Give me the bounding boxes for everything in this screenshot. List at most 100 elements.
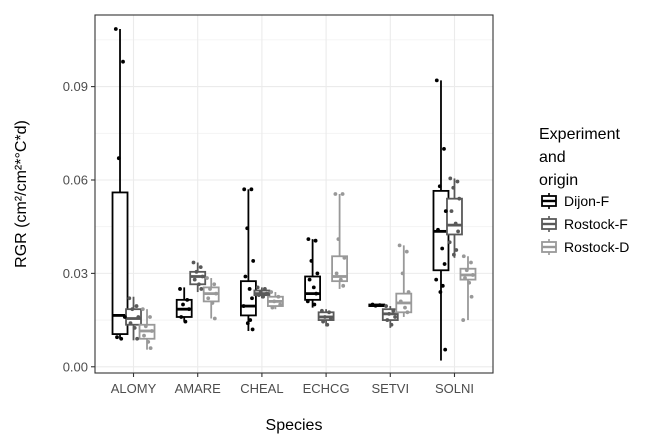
data-point-amare-rostock-f [194, 269, 199, 274]
data-point-echcg-rostock-d [338, 277, 343, 282]
data-point-echcg-dijon-f [312, 302, 317, 307]
data-point-alomy-rostock-f [127, 296, 132, 301]
data-point-echcg-rostock-f [321, 319, 325, 324]
data-point-alomy-rostock-d [142, 333, 146, 338]
minor-grid [95, 39, 493, 321]
x-axis: ALOMY AMARE CHEAL ECHCG SETVI SOLNI [111, 373, 474, 396]
data-point-echcg-rostock-f [328, 316, 333, 321]
data-point-solni-rostock-f [451, 185, 456, 190]
data-point-setvi-rostock-f [393, 315, 397, 319]
data-point-setvi-rostock-f [389, 322, 394, 327]
legend: Experiment and origin Dijon-F Rostock-F Ro… [539, 126, 629, 255]
y-axis-title: RGR (cm²/cm²*°C*d) [13, 120, 30, 268]
data-point-amare-rostock-d [210, 301, 215, 305]
data-point-amare-rostock-f [199, 287, 204, 291]
data-point-amare-rostock-d [205, 276, 209, 280]
data-point-cheal-rostock-d [276, 294, 281, 299]
data-point-echcg-rostock-f [327, 310, 331, 315]
data-point-solni-dijon-f [442, 262, 447, 266]
data-point-setvi-rostock-f [384, 304, 388, 308]
data-point-echcg-dijon-f [306, 237, 311, 242]
points-layer [113, 27, 475, 352]
data-point-cheal-dijon-f [245, 226, 250, 231]
data-point-echcg-dijon-f [315, 271, 320, 276]
data-point-echcg-rostock-f [325, 322, 330, 327]
data-point-alomy-dijon-f [116, 156, 121, 161]
data-point-echcg-rostock-f [319, 308, 324, 313]
data-point-cheal-rostock-d [272, 299, 277, 304]
data-point-solni-dijon-f [442, 146, 446, 151]
data-point-setvi-dijon-f [370, 302, 375, 307]
data-point-echcg-rostock-d [336, 237, 341, 242]
data-point-echcg-dijon-f [307, 277, 312, 282]
data-point-setvi-rostock-d [398, 299, 403, 304]
data-point-solni-rostock-f [453, 221, 458, 226]
data-point-cheal-rostock-d [270, 305, 275, 310]
data-point-setvi-rostock-d [406, 290, 411, 294]
data-point-cheal-rostock-f [257, 293, 261, 298]
data-point-solni-rostock-f [451, 252, 456, 257]
data-point-cheal-rostock-f [263, 287, 267, 291]
data-point-echcg-rostock-d [334, 271, 339, 276]
data-point-alomy-dijon-f [113, 27, 118, 31]
data-point-solni-rostock-f [456, 229, 460, 234]
y-axis: 0.00 0.03 0.06 0.09 [63, 79, 95, 374]
data-point-amare-dijon-f [185, 297, 190, 302]
data-point-amare-rostock-d [208, 287, 212, 291]
x-tick-label: CHEAL [240, 381, 283, 396]
data-point-amare-dijon-f [181, 302, 185, 307]
data-point-alomy-rostock-f [132, 325, 137, 330]
data-point-setvi-rostock-d [404, 249, 409, 254]
data-point-amare-dijon-f [178, 287, 182, 291]
box-solni-rostock-f [446, 197, 463, 236]
data-point-echcg-dijon-f [313, 238, 318, 243]
data-point-cheal-rostock-f [261, 294, 266, 299]
x-tick-label: SOLNI [435, 381, 474, 396]
data-point-setvi-rostock-f [385, 318, 390, 322]
data-point-solni-dijon-f [440, 246, 445, 251]
plot-panel-background [95, 15, 493, 373]
data-point-solni-dijon-f [434, 277, 439, 282]
data-point-cheal-rostock-d [269, 290, 274, 294]
plot-panel-border [94, 14, 494, 374]
data-point-echcg-rostock-f [322, 315, 327, 319]
data-point-cheal-dijon-f [250, 327, 255, 332]
data-point-cheal-rostock-f [258, 290, 263, 294]
data-point-solni-dijon-f [434, 78, 439, 83]
data-point-cheal-dijon-f [251, 259, 256, 263]
data-point-solni-rostock-d [470, 273, 475, 277]
data-point-solni-dijon-f [436, 227, 440, 232]
y-tick-label: 0.00 [63, 359, 88, 374]
y-tick-label: 0.06 [63, 172, 88, 187]
data-point-setvi-rostock-d [400, 271, 405, 276]
x-tick-label: AMARE [175, 381, 222, 396]
data-point-echcg-dijon-f [311, 285, 316, 290]
data-point-cheal-dijon-f [248, 318, 253, 322]
data-point-amare-rostock-d [206, 296, 211, 301]
data-point-setvi-dijon-f [377, 303, 382, 308]
x-axis-title: Species [266, 417, 323, 434]
x-tick-label: ECHCG [303, 381, 350, 396]
data-point-alomy-rostock-f [130, 307, 135, 312]
data-point-alomy-rostock-f [128, 321, 133, 326]
data-point-alomy-rostock-d [149, 329, 154, 333]
data-point-alomy-rostock-d [146, 339, 151, 344]
data-point-solni-rostock-f [449, 209, 454, 214]
data-point-alomy-rostock-d [148, 346, 153, 350]
data-point-alomy-dijon-f [119, 336, 124, 341]
legend-keys: Dijon-F Rostock-F Rostock-D [541, 193, 629, 255]
data-point-cheal-dijon-f [249, 187, 254, 192]
data-point-cheal-dijon-f [245, 321, 250, 326]
x-tick-label: SETVI [372, 381, 410, 396]
data-point-solni-rostock-f [455, 179, 460, 184]
data-point-solni-rostock-f [447, 240, 452, 245]
data-point-alomy-rostock-d [148, 315, 152, 319]
data-point-setvi-rostock-d [397, 243, 402, 248]
data-point-solni-rostock-f [457, 196, 462, 201]
legend-label-rostock-f: Rostock-F [564, 216, 628, 232]
data-point-cheal-dijon-f [247, 287, 252, 291]
data-point-alomy-rostock-f [135, 336, 140, 341]
data-point-echcg-rostock-d [333, 192, 338, 196]
data-point-solni-rostock-d [469, 294, 474, 299]
data-point-echcg-rostock-d [340, 192, 345, 196]
